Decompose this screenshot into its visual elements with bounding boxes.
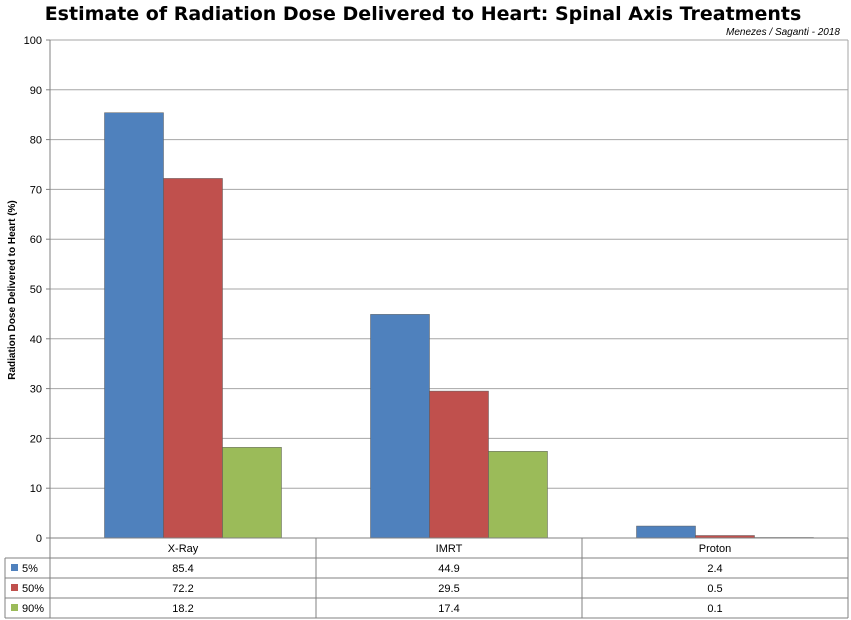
data-value-label: 44.9 <box>438 563 459 575</box>
legend-swatch-90pct <box>11 604 18 611</box>
y-axis: 0 10 20 30 40 50 60 70 80 90 100 <box>24 35 849 545</box>
y-tick-label: 50 <box>30 284 42 296</box>
data-value-label: 0.1 <box>707 603 722 615</box>
y-tick-label: 40 <box>30 334 42 346</box>
data-table: X-Ray IMRT Proton 5% 85.4 44.9 2.4 50% 72.2 29.5 0… <box>4 537 849 619</box>
y-tick-label: 10 <box>30 483 42 495</box>
bar-x-ray-90pct <box>222 447 282 539</box>
y-axis-label: Radiation Dose Delivered to Heart (%) <box>7 200 18 379</box>
legend-label: 50% <box>22 583 44 595</box>
legend-label: 90% <box>22 603 44 615</box>
legend-label: 5% <box>22 563 38 575</box>
y-tick-label: 90 <box>30 85 42 97</box>
chart-title: Estimate of Radiation Dose Delivered to … <box>45 3 802 25</box>
chart-credit: Menezes / Saganti - 2018 <box>726 27 840 38</box>
y-tick-label: 70 <box>30 184 42 196</box>
y-tick-label: 30 <box>30 384 42 396</box>
category-label: Proton <box>699 543 731 555</box>
bar-imrt-50pct <box>429 390 489 539</box>
bar-x-ray-5pct <box>104 112 164 539</box>
category-label: IMRT <box>436 543 463 555</box>
data-value-label: 18.2 <box>172 603 193 615</box>
data-value-label: 72.2 <box>172 583 193 595</box>
data-value-label: 85.4 <box>172 563 193 575</box>
category-label: X-Ray <box>168 543 199 555</box>
data-value-label: 17.4 <box>438 603 459 615</box>
data-value-label: 2.4 <box>707 563 722 575</box>
y-tick-label: 60 <box>30 234 42 246</box>
y-tick-label: 0 <box>36 533 42 545</box>
legend-swatch-50pct <box>11 584 18 591</box>
y-tick-label: 20 <box>30 433 42 445</box>
bars <box>104 112 814 539</box>
y-tick-label: 100 <box>24 35 42 47</box>
y-tick-label: 80 <box>30 135 42 147</box>
bar-x-ray-50pct <box>163 178 223 539</box>
bar-proton-5pct <box>636 525 696 539</box>
data-value-label: 29.5 <box>438 583 459 595</box>
bar-imrt-90pct <box>488 451 548 539</box>
bar-imrt-5pct <box>370 314 430 539</box>
data-value-label: 0.5 <box>707 583 722 595</box>
legend-swatch-5pct <box>11 564 18 571</box>
